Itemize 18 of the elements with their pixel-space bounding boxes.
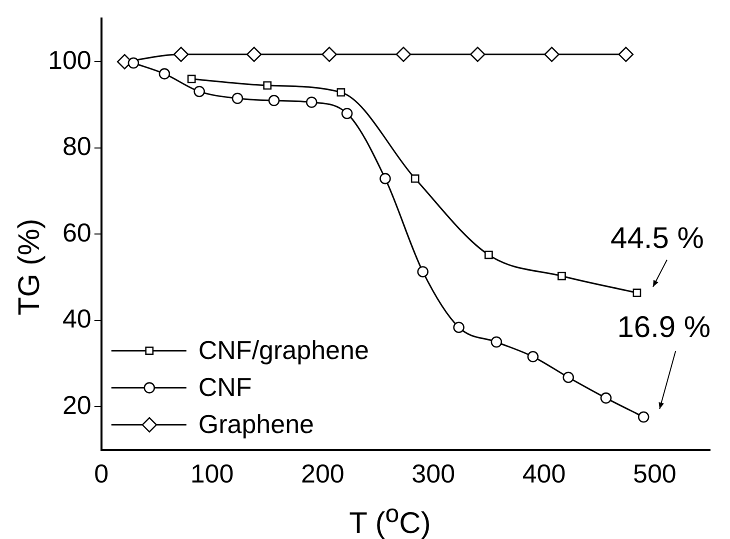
x-tick-label: 300 <box>412 458 456 489</box>
y-axis-title: TG (%) <box>13 218 47 318</box>
x-tick-label: 0 <box>94 458 109 489</box>
x-tick-label: 200 <box>301 458 344 489</box>
y-tick-label: 40 <box>62 304 92 334</box>
legend-label: Graphene <box>198 408 314 439</box>
legend-label: CNF/graphene <box>198 334 369 365</box>
x-axis-title: T ($^{o}$C) <box>348 500 432 539</box>
x-tick-label: 500 <box>632 458 676 489</box>
annotation: 16.9 % <box>617 311 711 344</box>
legend-label: CNF <box>198 372 252 402</box>
x-tick-label: 400 <box>522 458 566 489</box>
y-tick-label: 100 <box>48 44 92 75</box>
y-tick-label: 80 <box>62 131 92 162</box>
annotation: 44.5 % <box>610 222 704 255</box>
x-tick-label: 100 <box>190 458 234 489</box>
y-tick-label: 20 <box>62 390 92 420</box>
y-tick-label: 60 <box>62 217 92 248</box>
